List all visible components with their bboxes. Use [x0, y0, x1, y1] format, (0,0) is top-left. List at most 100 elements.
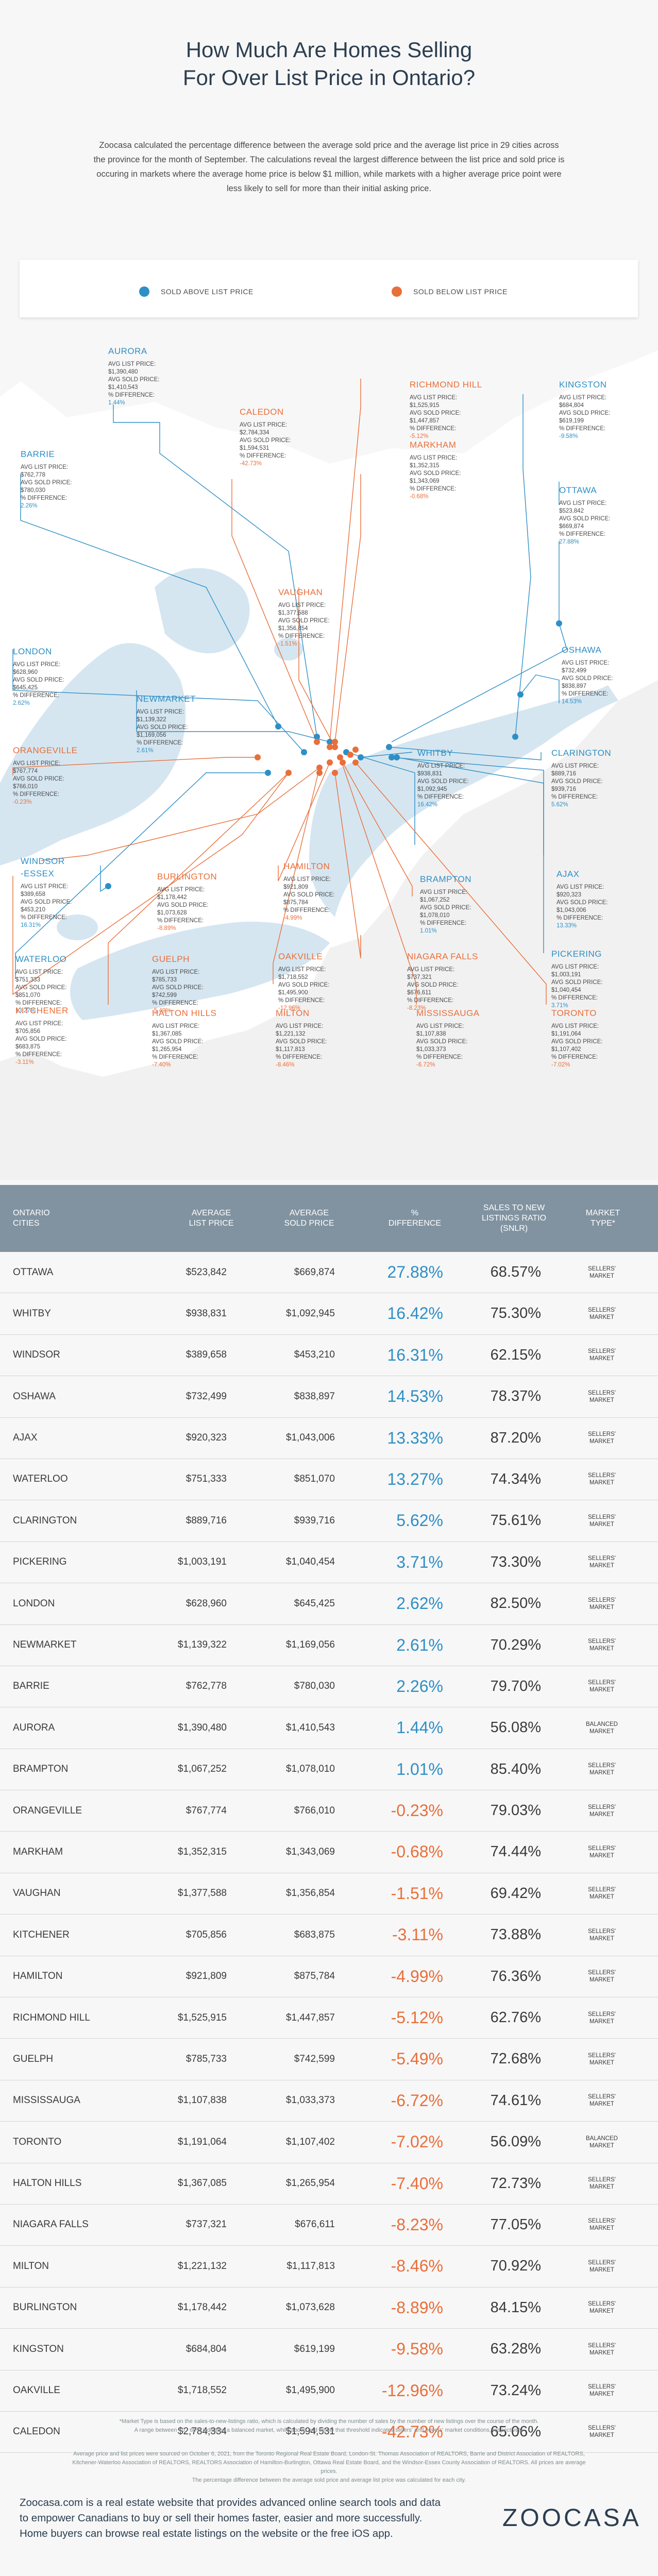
avg-sold-label: AVG SOLD PRICE:: [407, 982, 459, 988]
cell-pct-diff: 13.33%: [387, 1428, 443, 1447]
cell-snlr: 56.08%: [490, 1719, 541, 1736]
table-row: HALTON HILLS $1,367,085 $1,265,954 -7.40% 72…: [0, 2163, 658, 2205]
avg-list-label: AVG LIST PRICE:: [559, 500, 607, 506]
city-label-burlington: BURLINGTON AVG LIST PRICE: $1,178,442 AVG S…: [157, 871, 217, 933]
guelph-dot: [316, 765, 323, 771]
avg-sold-label: AVG SOLD PRICE:: [559, 516, 611, 522]
city-label-vaughan: VAUGHAN AVG LIST PRICE: $1,377,588 AVG SOLD…: [278, 586, 329, 648]
zoocasa-logo: ZOOCASA: [502, 2504, 642, 2532]
avg-list-value: $737,321: [407, 974, 432, 980]
pct-diff-label: % DIFFERENCE:: [240, 453, 286, 459]
avg-sold-label: AVG SOLD PRICE:: [562, 675, 613, 682]
cell-sold-price: $669,874: [294, 1266, 335, 1278]
city-name: BARRIE: [21, 449, 55, 459]
oshawa-dot: [517, 691, 524, 698]
cell-city: OTTAWA: [13, 1266, 54, 1278]
cell-snlr: 72.73%: [490, 2175, 541, 2192]
cell-market-type: SELLERS' MARKET: [588, 1638, 616, 1652]
cell-list-price: $1,525,915: [177, 2012, 227, 2023]
cell-sold-price: $780,030: [294, 1681, 335, 1692]
cell-city: AURORA: [13, 1722, 55, 1733]
avg-sold-label: AVG SOLD PRICE:: [551, 1039, 603, 1045]
cell-list-price: $1,107,838: [177, 2095, 227, 2106]
cell-sold-price: $1,078,010: [285, 1764, 335, 1775]
avg-list-value: $1,191,064: [551, 1031, 581, 1037]
avg-sold-label: AVG SOLD PRICE:: [416, 1039, 468, 1045]
pct-diff-value: -9.58%: [559, 433, 578, 439]
avg-list-label: AVG LIST PRICE:: [410, 455, 458, 461]
pct-diff-label: % DIFFERENCE:: [407, 997, 454, 1004]
header-city: ONTARIO CITIES: [13, 1209, 50, 1228]
cell-city: NEWMARKET: [13, 1639, 77, 1651]
avg-sold-label: AVG SOLD PRICE:: [559, 410, 611, 416]
clarington-dot: [386, 744, 392, 750]
cell-sold-price: $939,716: [294, 1515, 335, 1526]
cell-city: GUELPH: [13, 2053, 54, 2064]
city-label-brampton: BRAMPTON AVG LIST PRICE: $1,067,252 AVG SOL…: [420, 873, 471, 935]
cell-market-type: SELLERS' MARKET: [588, 2384, 616, 2398]
cell-sold-price: $1,040,454: [285, 1556, 335, 1568]
lake-huron: [0, 643, 186, 866]
cell-sold-price: $1,447,857: [285, 2012, 335, 2023]
cell-pct-diff: -8.46%: [391, 2257, 443, 2276]
table-row: TORONTO $1,191,064 $1,107,402 -7.02% 56.09% B…: [0, 2122, 658, 2163]
cell-market-type: SELLERS' MARKET: [588, 1845, 616, 1859]
pct-diff-label: % DIFFERENCE:: [152, 1054, 199, 1060]
cell-snlr: 75.30%: [490, 1305, 541, 1322]
footer-text: Zoocasa.com is a real estate website tha…: [20, 2495, 509, 2541]
city-label-newmarket: NEWMARKET AVG LIST PRICE: $1,139,322 AVG SO…: [137, 693, 196, 755]
pct-diff-value: -6.72%: [416, 1062, 435, 1068]
cell-market-type: SELLERS' MARKET: [588, 1265, 616, 1279]
cell-list-price: $1,003,191: [177, 1556, 227, 1568]
cell-pct-diff: 27.88%: [387, 1263, 443, 1281]
footnote-line-3: Average price and list prices were sourc…: [73, 2451, 585, 2457]
pct-diff-value: -0.68%: [410, 494, 429, 500]
avg-list-value: $1,390,480: [108, 369, 138, 375]
cell-list-price: $1,191,064: [177, 2136, 227, 2147]
pct-diff-label: % DIFFERENCE:: [21, 495, 68, 501]
city-label-guelph: GUELPH AVG LIST PRICE: $785,733 AVG SOLD PR…: [152, 953, 203, 1015]
markham-dot: [332, 739, 338, 745]
leader-lines-below: [12, 379, 547, 1005]
pct-diff-label: % DIFFERENCE:: [157, 918, 204, 924]
table-row: OTTAWA $523,842 $669,874 27.88% 68.57% SELLER…: [0, 1252, 658, 1294]
cell-snlr: 69.42%: [490, 1885, 541, 1902]
legend: SOLD ABOVE LIST PRICE SOLD BELOW LIST PR…: [20, 260, 638, 317]
avg-sold-value: $766,010: [13, 784, 38, 790]
city-label-clarington: CLARINGTON AVG LIST PRICE: $889,716 AVG SOL…: [551, 747, 611, 809]
cell-list-price: $785,733: [185, 2053, 227, 2064]
city-label-hamilton: HAMILTON AVG LIST PRICE: $921,809 AVG SOLD …: [283, 860, 334, 922]
city-label-whitby: WHITBY AVG LIST PRICE: $938,831 AVG SOLD PR…: [417, 747, 468, 809]
cell-market-type: SELLERS' MARKET: [588, 1555, 616, 1569]
cell-market-type: SELLERS' MARKET: [588, 1928, 616, 1942]
table-row: MARKHAM $1,352,315 $1,343,069 -0.68% 74.44% S…: [0, 1832, 658, 1873]
avg-list-label: AVG LIST PRICE:: [551, 763, 599, 769]
avg-sold-value: $676,611: [407, 990, 432, 996]
cell-sold-price: $1,117,813: [286, 2260, 335, 2272]
avg-sold-label: AVG SOLD PRICE:: [410, 470, 461, 477]
city-name: RICHMOND HILL: [410, 380, 482, 389]
cell-list-price: $1,377,588: [177, 1888, 227, 1899]
pct-diff-value: -5.49%: [152, 1008, 171, 1014]
pct-diff-value: 14.53%: [562, 699, 582, 705]
cell-sold-price: $619,199: [294, 2343, 335, 2354]
halton-dot: [316, 770, 323, 776]
avg-sold-value: $1,343,069: [410, 478, 440, 484]
cell-pct-diff: -0.68%: [391, 1842, 443, 1861]
cell-snlr: 75.61%: [490, 1512, 541, 1529]
cell-city: MILTON: [13, 2260, 49, 2272]
cell-pct-diff: 13.27%: [387, 1469, 443, 1488]
city-label-waterloo: WATERLOO AVG LIST PRICE: $751,333 AVG SOLD …: [15, 953, 66, 1015]
city-label-ottawa: OTTAWA AVG LIST PRICE: $523,842 AVG SOLD PR…: [559, 484, 610, 546]
avg-list-value: $1,107,838: [416, 1031, 446, 1037]
cell-sold-price: $683,875: [294, 1929, 335, 1940]
city-label-oakville: OAKVILLE AVG LIST PRICE: $1,718,552 AVG SOL…: [278, 951, 329, 1012]
pct-diff-value: 3.71%: [551, 1003, 568, 1009]
table-row: MILTON $1,221,132 $1,117,813 -8.46% 70.92% SE…: [0, 2246, 658, 2287]
table-row: CALEDON $2,784,334 $1,594,531 -42.73% 65.06%…: [0, 2411, 658, 2453]
avg-sold-label: AVG SOLD PRICE:: [15, 1036, 67, 1042]
cell-pct-diff: 16.42%: [387, 1304, 443, 1323]
avg-list-label: AVG LIST PRICE:: [15, 969, 63, 975]
pct-diff-value: -0.23%: [13, 799, 32, 805]
cell-market-type: SELLERS' MARKET: [588, 1970, 616, 1984]
